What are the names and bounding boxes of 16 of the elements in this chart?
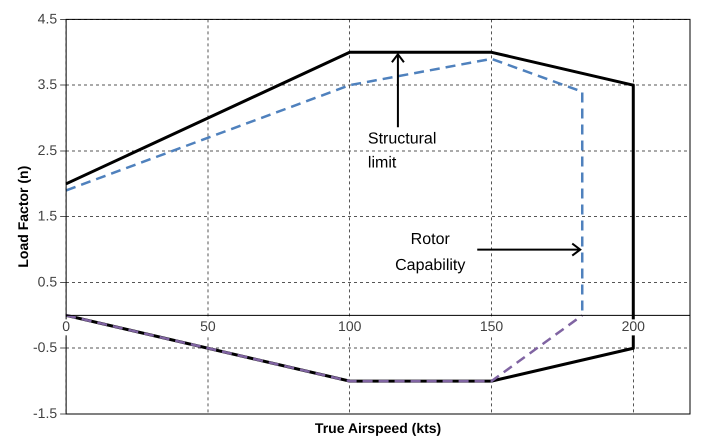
x-tick-label: 150 (480, 318, 504, 334)
x-tick-label: 100 (338, 318, 362, 334)
x-tick-label: 200 (622, 318, 646, 334)
y-tick-label: -0.5 (33, 339, 58, 356)
y-axis-title: Load Factor (n) (14, 166, 31, 268)
y-tick-label: 0.5 (38, 273, 58, 290)
x-tick-label: 50 (200, 318, 216, 334)
x-tick-label: 0 (62, 318, 70, 334)
y-tick-label: 3.5 (38, 76, 58, 92)
y-tick-label: -1.5 (33, 404, 58, 421)
annotation: Structural limit (368, 130, 436, 172)
y-tick-label: 4.5 (38, 10, 58, 26)
x-axis-title: True Airspeed (kts) (314, 420, 442, 436)
y-tick-label: 1.5 (38, 208, 58, 224)
annotation: Rotor Capability (395, 230, 466, 274)
y-tick-label: 2.5 (38, 142, 58, 158)
